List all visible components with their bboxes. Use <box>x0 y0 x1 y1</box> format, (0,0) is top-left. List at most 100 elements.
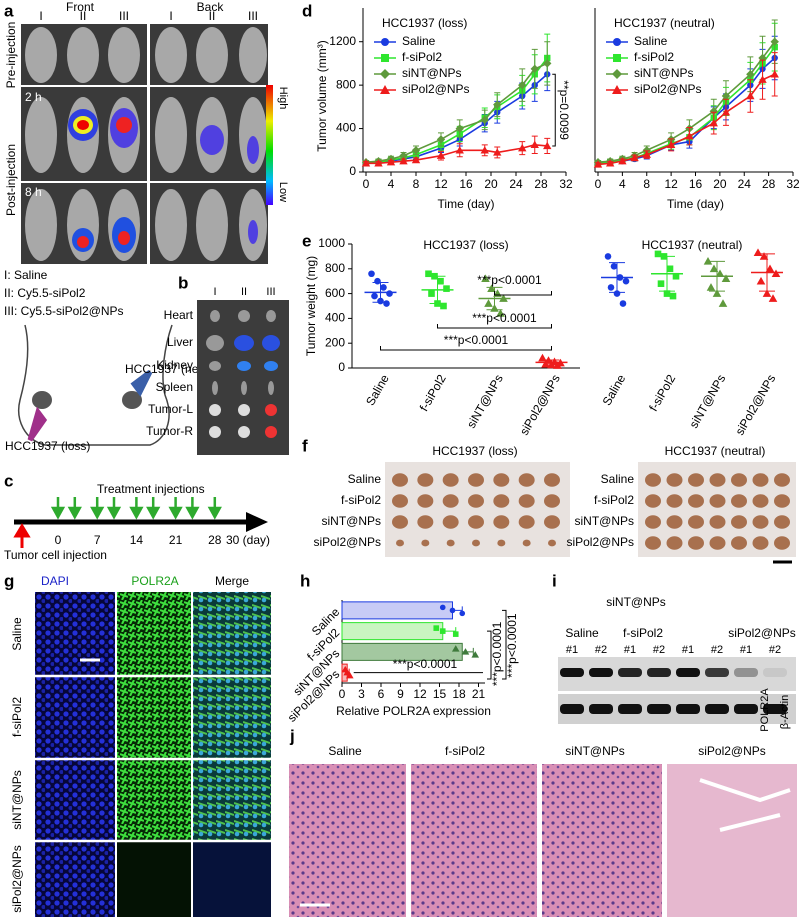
marker <box>607 284 615 291</box>
marker <box>657 280 665 287</box>
tumor <box>396 539 404 547</box>
tumor <box>392 473 408 487</box>
marker <box>715 269 725 278</box>
band <box>676 704 700 714</box>
row-label: Saline <box>348 472 382 486</box>
panel-c: Treatment injections Tumor cell injectio… <box>4 482 268 562</box>
bracket <box>552 73 556 147</box>
panel-label: i <box>552 571 557 590</box>
mouse-outline <box>18 324 173 446</box>
row-label: Pre-injection <box>4 22 18 89</box>
legend-label: Saline <box>634 34 668 48</box>
organ-label: Tumor-L <box>148 402 193 416</box>
bracket <box>437 324 552 329</box>
tick-label: 0 <box>55 533 62 547</box>
marker <box>610 263 618 270</box>
tick-label: 7 <box>94 533 101 547</box>
tumor <box>442 515 459 529</box>
marker <box>443 285 450 292</box>
marker <box>439 628 446 634</box>
organ-label: Spleen <box>156 380 193 394</box>
group-label: f-siPol2 <box>623 626 663 640</box>
tumor <box>731 494 747 508</box>
column-header: POLR2A <box>131 574 178 588</box>
tumor <box>774 515 790 529</box>
tumor <box>666 473 683 487</box>
band <box>589 704 613 714</box>
marker <box>613 38 621 46</box>
site-label: HCC1937 (loss) <box>5 439 90 453</box>
marker <box>411 146 421 155</box>
x-tick-label: 20 <box>713 177 727 191</box>
y-axis-label: Tumor volume (mm³) <box>315 40 329 152</box>
bracket <box>380 346 552 351</box>
marker <box>386 290 393 297</box>
sd-bar <box>372 281 389 303</box>
row-label: siNT@NPs <box>321 514 381 528</box>
marker <box>666 265 674 273</box>
band <box>589 668 613 677</box>
y-tick-label: 400 <box>325 311 345 325</box>
image-title: HCC1937 (neutral) <box>665 444 766 458</box>
tumor <box>688 536 704 550</box>
tumor <box>544 473 560 487</box>
legend-text: III: Cy5.5-siPol2@NPs <box>4 304 124 318</box>
tumor <box>752 515 769 529</box>
panel-label: c <box>4 471 13 490</box>
sd-bar <box>709 260 725 292</box>
tumor <box>645 515 661 529</box>
marker <box>374 159 383 167</box>
chart-title: HCC1937 (neutral) <box>642 238 743 252</box>
marker <box>543 59 552 68</box>
tumor <box>446 539 455 547</box>
annotation: ***p<0.0001 <box>490 621 504 686</box>
marker <box>461 648 470 655</box>
x-tick-label: 32 <box>559 177 573 191</box>
marker <box>541 359 550 368</box>
y-tick-label: 1200 <box>329 34 356 48</box>
tumor <box>709 515 726 529</box>
panel-label: h <box>300 571 310 590</box>
marker <box>361 159 371 167</box>
injection-arrow <box>146 497 161 520</box>
band <box>560 668 584 677</box>
marker <box>346 671 354 679</box>
lane-label: #1 <box>624 644 636 656</box>
column-label: II <box>241 286 247 298</box>
x-tick-label: 12 <box>664 177 678 191</box>
band <box>734 668 758 677</box>
y-tick-label: 800 <box>325 261 345 275</box>
tick-label: 30 (day) <box>226 533 270 547</box>
marker <box>753 248 763 256</box>
marker <box>480 146 489 154</box>
column-label: III <box>248 9 258 23</box>
group-label: Saline <box>565 626 599 640</box>
organ-label: Liver <box>167 335 193 349</box>
row-label: f-siPol2 <box>341 493 381 507</box>
panel-label: a <box>4 1 14 20</box>
marker <box>593 160 603 168</box>
marker <box>380 69 390 79</box>
mouse-images <box>21 24 268 264</box>
tumor <box>666 536 683 550</box>
x-tick-label: 8 <box>413 177 420 191</box>
band <box>705 704 729 714</box>
tumor <box>417 515 434 529</box>
band <box>763 704 787 714</box>
y-tick-label: 0 <box>338 360 345 374</box>
tumor <box>518 494 535 508</box>
band <box>676 668 700 677</box>
protein-label: β-Actin <box>779 695 791 729</box>
marker <box>712 289 722 297</box>
tumor <box>472 539 480 547</box>
marker <box>721 91 731 101</box>
line-chart: HCC1937 (neutral) 0 4 8 12 16 20 24 28 32 Time (da… <box>593 8 800 211</box>
x-tick-label: 16 <box>689 177 703 191</box>
column-label: I <box>39 9 42 23</box>
tumor <box>731 473 747 487</box>
tumor <box>522 539 531 547</box>
row-label: f-siPol2 <box>10 697 24 737</box>
organ-label: Kidney <box>156 358 193 372</box>
x-tick-label: siPol2@NPs <box>732 372 778 437</box>
